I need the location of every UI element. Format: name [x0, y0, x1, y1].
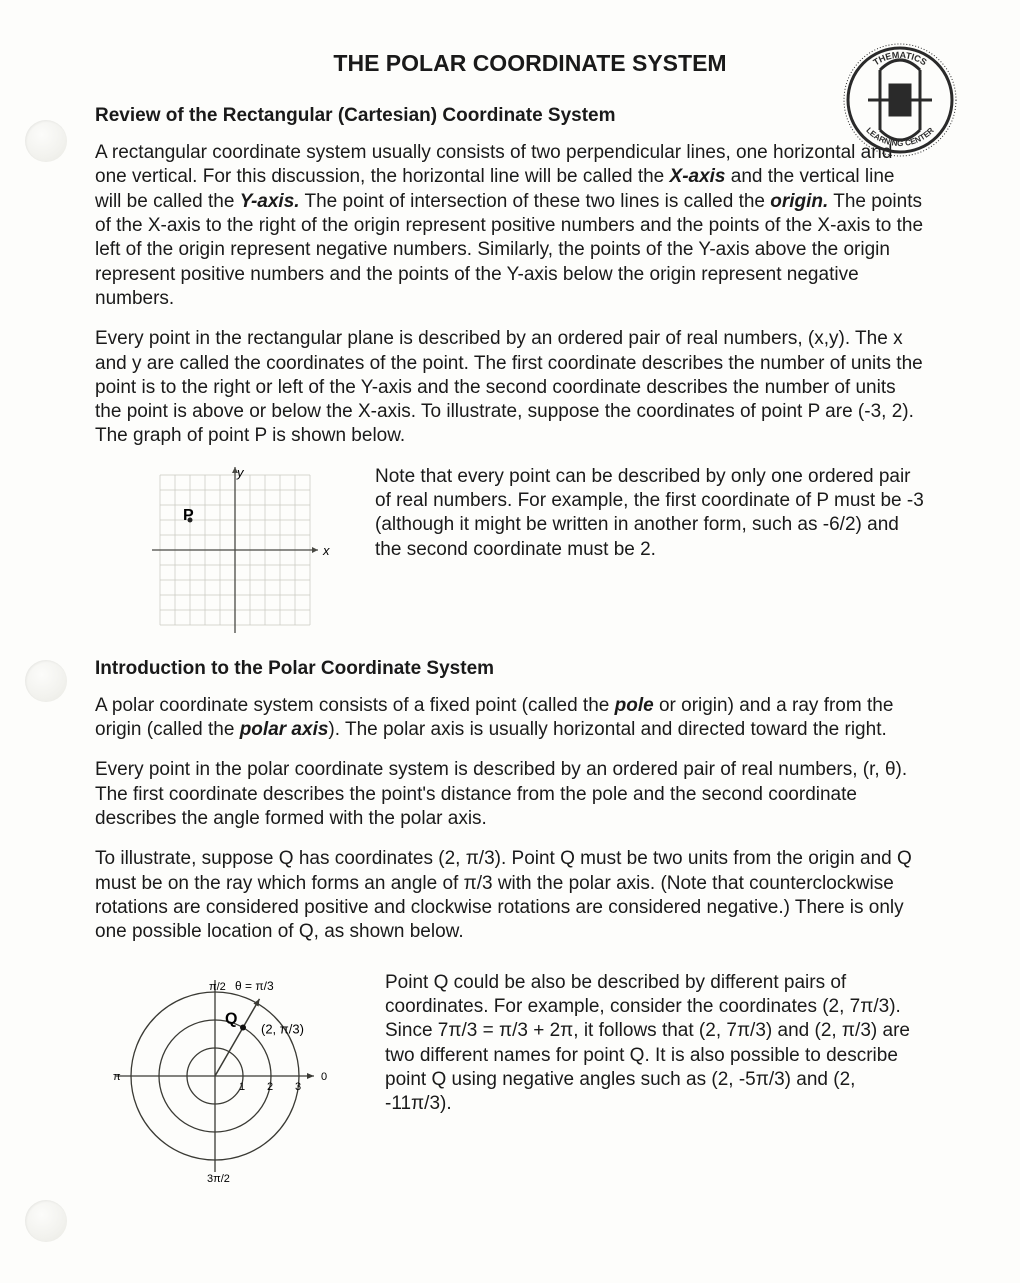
- svg-text:π: π: [113, 1071, 121, 1083]
- svg-text:3: 3: [295, 1081, 301, 1093]
- figure2-note: Point Q could be also be described by di…: [385, 961, 925, 1117]
- punch-hole: [25, 120, 67, 162]
- section2-p3: To illustrate, suppose Q has coordinates…: [95, 847, 925, 944]
- svg-text:(2, π/3): (2, π/3): [261, 1021, 304, 1036]
- figure1-note: Note that every point can be described b…: [375, 465, 925, 562]
- polar-plot: 1 2 3 Q (2, π/3) θ = π/3 0 π π/2 3π/2: [105, 961, 345, 1191]
- svg-text:3π/2: 3π/2: [207, 1173, 230, 1185]
- x-label: x: [322, 543, 330, 558]
- svg-text:Q: Q: [225, 1010, 237, 1027]
- section2-heading: Introduction to the Polar Coordinate Sys…: [95, 658, 925, 680]
- section1-heading: Review of the Rectangular (Cartesian) Co…: [95, 105, 925, 127]
- section1-p1: A rectangular coordinate system usually …: [95, 141, 925, 311]
- cartesian-grid: y x P: [145, 465, 335, 635]
- term-origin: origin.: [770, 191, 828, 212]
- term-xaxis: X-axis: [670, 166, 726, 187]
- text: A polar coordinate system consists of a …: [95, 695, 615, 716]
- figure1-row: y x P Note that every point can be descr…: [95, 465, 925, 640]
- section2-p1: A polar coordinate system consists of a …: [95, 694, 925, 743]
- figure2-row: 1 2 3 Q (2, π/3) θ = π/3 0 π π/2 3π/2 Point Q cou…: [95, 961, 925, 1196]
- y-label: y: [236, 465, 245, 480]
- svg-text:π/2: π/2: [209, 981, 226, 993]
- section1-p2: Every point in the rectangular plane is …: [95, 327, 925, 449]
- page-title: THE POLAR COORDINATE SYSTEM: [135, 50, 925, 77]
- term-pole: pole: [615, 695, 654, 716]
- svg-text:1: 1: [239, 1081, 245, 1093]
- svg-text:θ = π/3: θ = π/3: [235, 979, 274, 993]
- term-polar-axis: polar axis: [240, 719, 329, 740]
- document-page: THEMATICS LEARNING CENTER THE POLAR COOR…: [0, 0, 1020, 1283]
- punch-hole: [25, 1200, 67, 1242]
- text: ). The polar axis is usually horizontal …: [328, 719, 886, 740]
- svg-text:2: 2: [267, 1081, 273, 1093]
- svg-text:0: 0: [321, 1071, 327, 1083]
- punch-hole: [25, 660, 67, 702]
- mlc-logo: THEMATICS LEARNING CENTER: [840, 40, 960, 160]
- figure2: 1 2 3 Q (2, π/3) θ = π/3 0 π π/2 3π/2: [105, 961, 345, 1196]
- term-yaxis: Y-axis.: [240, 191, 300, 212]
- figure1: y x P: [145, 465, 335, 640]
- text: The point of intersection of these two l…: [300, 191, 771, 212]
- section2-p2: Every point in the polar coordinate syst…: [95, 758, 925, 831]
